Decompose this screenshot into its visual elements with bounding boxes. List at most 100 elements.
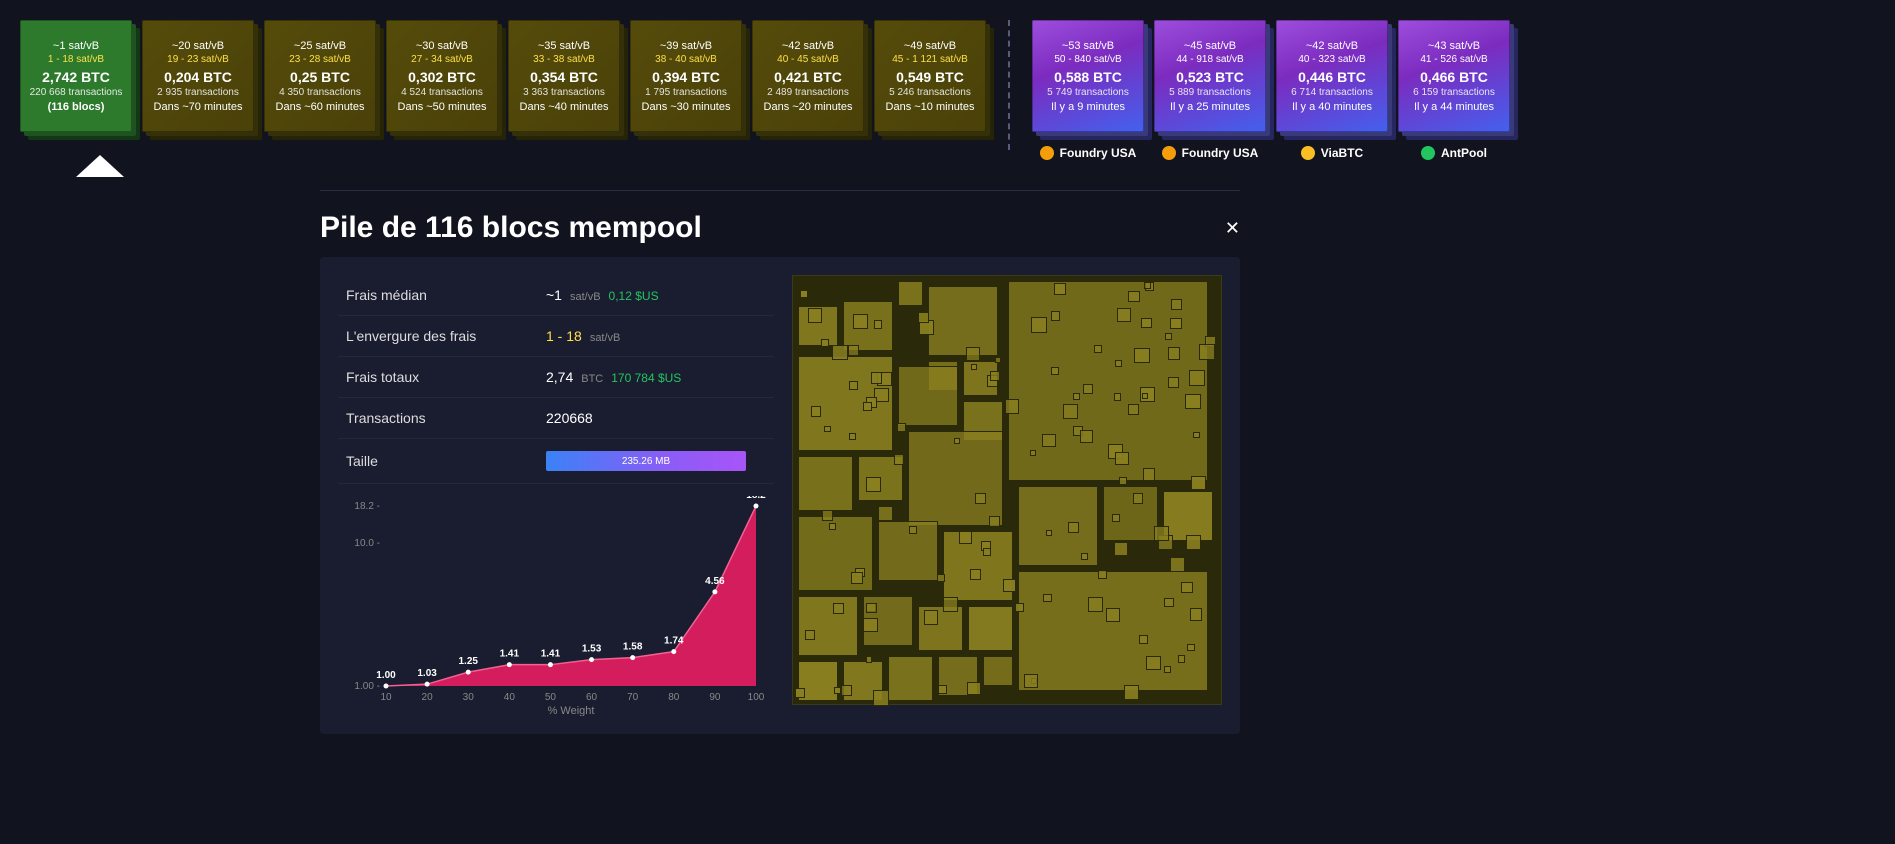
treemap-cell[interactable]	[1124, 685, 1139, 700]
block-treemap[interactable]	[792, 275, 1222, 705]
treemap-cell[interactable]	[822, 510, 832, 520]
treemap-cell[interactable]	[1134, 348, 1149, 363]
treemap-cell[interactable]	[918, 312, 929, 323]
treemap-cell[interactable]	[1170, 318, 1181, 329]
treemap-cell[interactable]	[1080, 430, 1093, 443]
treemap-cell[interactable]	[1005, 399, 1019, 413]
treemap-cell[interactable]	[898, 366, 958, 426]
treemap-cell[interactable]	[1133, 493, 1144, 504]
treemap-cell[interactable]	[849, 381, 858, 390]
treemap-cell[interactable]	[938, 685, 947, 694]
treemap-cell[interactable]	[841, 685, 852, 696]
treemap-cell[interactable]	[1115, 360, 1122, 367]
treemap-cell[interactable]	[824, 426, 830, 432]
treemap-cell[interactable]	[874, 320, 883, 329]
treemap-cell[interactable]	[1191, 476, 1205, 490]
treemap-cell[interactable]	[863, 402, 872, 411]
treemap-cell[interactable]	[1154, 526, 1169, 541]
mined-block[interactable]: ~53 sat/vB 50 - 840 sat/vB 0,588 BTC 5 7…	[1032, 20, 1144, 132]
treemap-cell[interactable]	[943, 597, 958, 612]
treemap-cell[interactable]	[811, 406, 822, 417]
treemap-cell[interactable]	[1144, 282, 1151, 289]
treemap-cell[interactable]	[866, 477, 881, 492]
treemap-cell[interactable]	[989, 516, 1001, 528]
treemap-cell[interactable]	[1094, 345, 1102, 353]
treemap-cell[interactable]	[1112, 514, 1120, 522]
treemap-cell[interactable]	[1043, 594, 1051, 602]
treemap-cell[interactable]	[1042, 434, 1055, 447]
treemap-cell[interactable]	[1031, 317, 1047, 333]
miner-label[interactable]: Foundry USA	[1032, 146, 1144, 160]
treemap-cell[interactable]	[800, 290, 808, 298]
treemap-cell[interactable]	[1054, 283, 1066, 295]
treemap-cell[interactable]	[853, 314, 868, 329]
treemap-cell[interactable]	[843, 301, 893, 351]
treemap-cell[interactable]	[898, 281, 923, 306]
treemap-cell[interactable]	[995, 357, 1001, 363]
mempool-block[interactable]: ~25 sat/vB 23 - 28 sat/vB 0,25 BTC 4 350…	[264, 20, 376, 132]
treemap-cell[interactable]	[983, 656, 1013, 686]
treemap-cell[interactable]	[1187, 644, 1194, 651]
treemap-cell[interactable]	[908, 431, 1003, 526]
mined-block[interactable]: ~45 sat/vB 44 - 918 sat/vB 0,523 BTC 5 8…	[1154, 20, 1266, 132]
treemap-cell[interactable]	[1024, 674, 1037, 687]
treemap-cell[interactable]	[1046, 530, 1052, 536]
treemap-cell[interactable]	[1141, 318, 1151, 328]
treemap-cell[interactable]	[967, 682, 981, 696]
treemap-cell[interactable]	[833, 603, 844, 614]
treemap-cell[interactable]	[1114, 542, 1128, 556]
treemap-cell[interactable]	[1181, 582, 1192, 593]
mempool-block[interactable]: ~35 sat/vB 33 - 38 sat/vB 0,354 BTC 3 36…	[508, 20, 620, 132]
treemap-cell[interactable]	[1199, 344, 1215, 360]
treemap-cell[interactable]	[808, 308, 822, 322]
treemap-cell[interactable]	[848, 345, 859, 356]
treemap-cell[interactable]	[1168, 377, 1179, 388]
treemap-cell[interactable]	[894, 454, 905, 465]
treemap-cell[interactable]	[897, 423, 906, 432]
treemap-cell[interactable]	[1068, 522, 1080, 534]
treemap-cell[interactable]	[832, 345, 848, 361]
treemap-cell[interactable]	[1163, 491, 1213, 541]
treemap-cell[interactable]	[971, 364, 977, 370]
treemap-cell[interactable]	[1171, 299, 1182, 310]
treemap-cell[interactable]	[1189, 370, 1205, 386]
treemap-cell[interactable]	[1165, 333, 1172, 340]
mempool-block[interactable]: ~20 sat/vB 19 - 23 sat/vB 0,204 BTC 2 93…	[142, 20, 254, 132]
miner-label[interactable]: AntPool	[1398, 146, 1510, 160]
treemap-cell[interactable]	[849, 433, 856, 440]
treemap-cell[interactable]	[1083, 384, 1093, 394]
treemap-cell[interactable]	[959, 531, 971, 543]
mempool-block[interactable]: ~1 sat/vB 1 - 18 sat/vB 2,742 BTC 220 66…	[20, 20, 132, 132]
treemap-cell[interactable]	[1081, 553, 1088, 560]
treemap-cell[interactable]	[1164, 666, 1171, 673]
treemap-cell[interactable]	[1142, 393, 1148, 399]
treemap-cell[interactable]	[924, 610, 939, 625]
treemap-cell[interactable]	[990, 371, 1000, 381]
treemap-cell[interactable]	[1003, 579, 1016, 592]
treemap-cell[interactable]	[798, 356, 893, 451]
treemap-cell[interactable]	[1051, 311, 1061, 321]
treemap-cell[interactable]	[1030, 450, 1036, 456]
treemap-cell[interactable]	[928, 286, 998, 356]
treemap-cell[interactable]	[1015, 603, 1024, 612]
treemap-cell[interactable]	[888, 656, 933, 701]
treemap-cell[interactable]	[1128, 404, 1139, 415]
treemap-cell[interactable]	[1168, 347, 1180, 359]
treemap-cell[interactable]	[795, 688, 805, 698]
treemap-cell[interactable]	[871, 372, 883, 384]
treemap-cell[interactable]	[1193, 432, 1200, 439]
treemap-cell[interactable]	[1139, 635, 1148, 644]
miner-label[interactable]: ViaBTC	[1276, 146, 1388, 160]
treemap-cell[interactable]	[1106, 608, 1120, 622]
treemap-cell[interactable]	[873, 690, 888, 705]
treemap-cell[interactable]	[1098, 570, 1108, 580]
mined-block[interactable]: ~42 sat/vB 40 - 323 sat/vB 0,446 BTC 6 7…	[1276, 20, 1388, 132]
treemap-cell[interactable]	[975, 493, 986, 504]
treemap-cell[interactable]	[1164, 598, 1174, 608]
mined-block[interactable]: ~43 sat/vB 41 - 526 sat/vB 0,466 BTC 6 1…	[1398, 20, 1510, 132]
treemap-cell[interactable]	[1018, 571, 1208, 691]
treemap-cell[interactable]	[1170, 557, 1185, 572]
treemap-cell[interactable]	[863, 618, 878, 633]
treemap-cell[interactable]	[1063, 404, 1078, 419]
treemap-cell[interactable]	[1119, 477, 1127, 485]
